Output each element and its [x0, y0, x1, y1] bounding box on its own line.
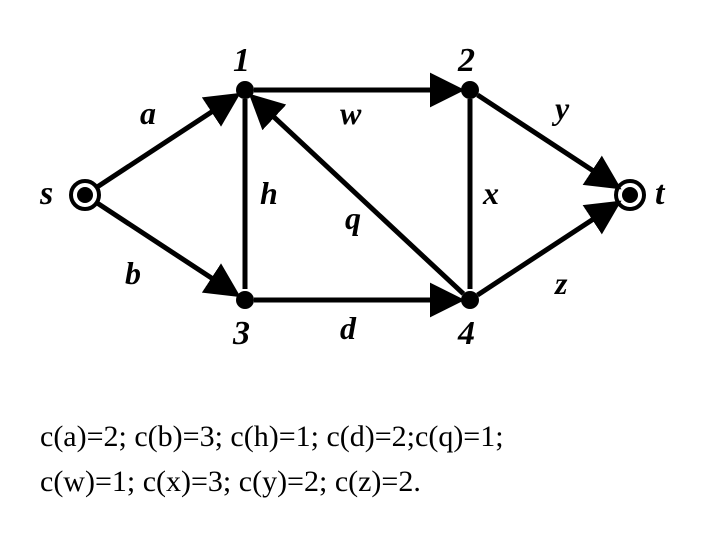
capacity-caption-line-2: c(w)=1; c(x)=3; c(y)=2; c(z)=2.	[40, 465, 421, 499]
node-t	[622, 187, 638, 203]
node-label-n3: 3	[233, 315, 250, 353]
edge-label-w: w	[340, 95, 361, 132]
edge-label-q: q	[345, 200, 361, 237]
graph-svg	[0, 0, 720, 540]
node-label-n2: 2	[458, 42, 475, 80]
edge-label-b: b	[125, 255, 141, 292]
edge-y	[478, 95, 617, 186]
node-label-s: s	[40, 175, 53, 213]
edge-b	[97, 203, 236, 294]
edge-label-d: d	[340, 310, 356, 347]
edge-label-x: x	[483, 175, 499, 212]
node-s	[77, 187, 93, 203]
node-n1	[236, 81, 254, 99]
node-label-n1: 1	[233, 42, 250, 80]
edge-z	[478, 204, 617, 295]
node-n4	[461, 291, 479, 309]
node-n2	[461, 81, 479, 99]
edge-label-h: h	[260, 175, 278, 212]
diagram-canvas: { "diagram": { "type": "network", "backg…	[0, 0, 720, 540]
node-n3	[236, 291, 254, 309]
edge-label-a: a	[140, 95, 156, 132]
edge-a	[97, 96, 236, 187]
edge-label-y: y	[555, 90, 569, 127]
capacity-caption-line-1: c(a)=2; c(b)=3; c(h)=1; c(d)=2;c(q)=1;	[40, 420, 504, 454]
node-label-n4: 4	[458, 315, 475, 353]
node-label-t: t	[655, 175, 664, 213]
edge-label-z: z	[555, 265, 567, 302]
